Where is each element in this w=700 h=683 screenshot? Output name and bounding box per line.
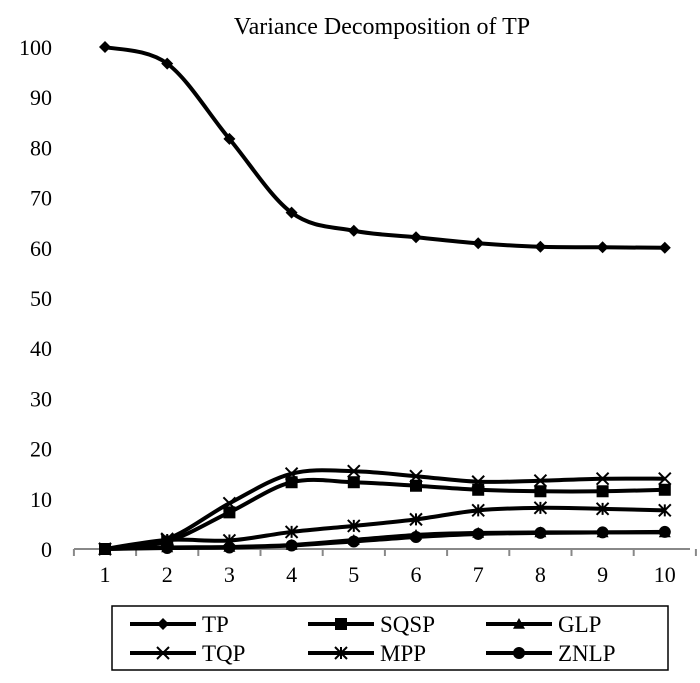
- x-marker: [471, 475, 485, 489]
- star-marker: [409, 512, 423, 527]
- chart-title: Variance Decomposition of TP: [234, 14, 530, 40]
- circle-marker: [596, 526, 609, 539]
- legend-label: MPP: [380, 641, 426, 666]
- star-marker: [533, 501, 548, 515]
- x-marker: [658, 472, 672, 486]
- series-tp: [99, 41, 671, 254]
- star-marker: [284, 525, 299, 539]
- circle-marker: [472, 527, 485, 540]
- series-mpp: [98, 501, 672, 556]
- series-line: [104, 529, 665, 551]
- series-line: [104, 505, 665, 551]
- y-tick-label: 50: [30, 286, 52, 311]
- series-line: [104, 477, 665, 551]
- series-line: [104, 45, 665, 250]
- circle-marker: [347, 535, 360, 548]
- diamond-marker: [410, 231, 422, 244]
- x-marker: [222, 496, 237, 511]
- y-tick-label: 60: [30, 236, 52, 261]
- diamond-marker: [157, 618, 169, 630]
- legend-item-sqsp: SQSP: [308, 612, 435, 637]
- square-marker: [347, 476, 360, 489]
- legend-item-tp: TP: [130, 612, 229, 637]
- y-tick-label: 20: [30, 437, 52, 462]
- x-tick-label: 6: [411, 562, 422, 587]
- y-tick-label: 40: [30, 336, 52, 361]
- square-marker: [596, 485, 609, 498]
- circle-marker: [534, 526, 547, 539]
- x-tick-label: 3: [224, 562, 235, 587]
- square-marker: [335, 618, 347, 630]
- circle-marker: [223, 541, 236, 554]
- triangle-marker: [513, 618, 525, 629]
- legend-label: ZNLP: [558, 641, 616, 666]
- x-tick-label: 2: [162, 562, 173, 587]
- square-marker: [223, 506, 236, 519]
- star-marker: [347, 519, 361, 533]
- square-marker: [534, 485, 547, 498]
- y-tick-label: 0: [41, 537, 52, 562]
- y-tick-label: 30: [30, 386, 52, 411]
- diamond-marker: [285, 206, 298, 219]
- star-marker: [334, 646, 348, 660]
- x-tick-label: 4: [286, 562, 297, 587]
- legend-label: TP: [202, 612, 229, 637]
- x-marker: [533, 474, 548, 488]
- square-marker: [472, 483, 485, 496]
- x-tick-label: 9: [597, 562, 608, 587]
- circle-marker: [658, 525, 671, 538]
- diamond-marker: [347, 224, 360, 237]
- legend-item-znlp: ZNLP: [486, 641, 616, 666]
- series-sqsp: [99, 476, 671, 555]
- star-marker: [658, 503, 672, 518]
- x-marker: [595, 472, 610, 486]
- legend-item-mpp: MPP: [308, 641, 426, 666]
- legend-item-tqp: TQP: [130, 641, 245, 666]
- x-marker: [284, 466, 299, 481]
- diamond-marker: [99, 41, 111, 53]
- star-marker: [471, 503, 485, 518]
- y-tick-label: 90: [30, 85, 52, 110]
- series-line: [104, 468, 665, 551]
- legend-label: GLP: [558, 612, 601, 637]
- y-tick-label: 70: [30, 186, 52, 211]
- x-tick-label: 8: [535, 562, 546, 587]
- x-tick-label: 1: [100, 562, 111, 587]
- x-tick-label: 7: [473, 562, 484, 587]
- circle-marker: [513, 647, 525, 659]
- diamond-marker: [534, 240, 547, 253]
- x-marker: [409, 469, 423, 483]
- circle-marker: [161, 541, 174, 554]
- series-znlp: [99, 525, 671, 555]
- y-tick-label: 100: [19, 35, 52, 60]
- square-marker: [410, 479, 422, 492]
- circle-marker: [410, 530, 422, 543]
- star-marker: [595, 502, 610, 516]
- diamond-marker: [161, 57, 174, 70]
- x-marker: [347, 464, 361, 478]
- y-tick-label: 80: [30, 135, 52, 160]
- circle-marker: [99, 543, 111, 555]
- legend-label: TQP: [202, 641, 245, 666]
- x-tick-label: 10: [654, 562, 676, 587]
- legend-label: SQSP: [380, 612, 435, 637]
- diamond-marker: [223, 132, 236, 145]
- diamond-marker: [472, 237, 485, 250]
- diamond-marker: [596, 241, 609, 254]
- y-tick-label: 10: [30, 487, 52, 512]
- x-tick-label: 5: [348, 562, 359, 587]
- legend-item-glp: GLP: [486, 612, 601, 637]
- square-marker: [658, 483, 671, 496]
- circle-marker: [285, 539, 298, 552]
- x-marker: [156, 646, 170, 660]
- square-marker: [285, 476, 298, 489]
- diamond-marker: [658, 241, 671, 254]
- legend-box: [111, 605, 669, 671]
